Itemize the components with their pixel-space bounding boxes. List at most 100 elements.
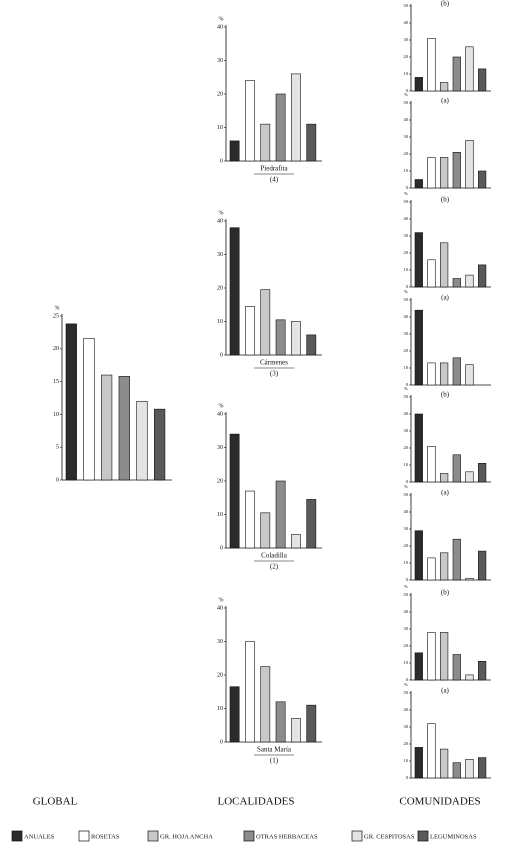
y-tick-label: 40 <box>404 609 409 614</box>
bar <box>83 338 95 481</box>
bar <box>452 152 461 189</box>
legend-swatch <box>147 830 159 842</box>
y-tick-label: 30 <box>404 428 409 433</box>
bar <box>260 123 271 162</box>
y-tick-label: 40 <box>217 605 223 611</box>
bar <box>427 632 436 681</box>
bar <box>478 264 487 288</box>
y-tick-label: 30 <box>217 639 223 645</box>
legend-swatch <box>243 830 255 842</box>
y-tick-label: 0 <box>406 775 409 780</box>
y-tick-label: 10 <box>404 758 409 763</box>
y-axis-label: % <box>404 682 408 687</box>
y-tick-label: 30 <box>404 134 409 139</box>
legend-label: ROSETAS <box>91 833 120 840</box>
bar <box>440 362 449 386</box>
legend-swatch <box>417 830 429 842</box>
y-tick-label: 30 <box>217 252 223 258</box>
bar <box>478 757 487 779</box>
bar <box>440 473 449 483</box>
y-tick-label: 20 <box>404 250 409 255</box>
chart-title: Cármenes <box>260 359 288 367</box>
y-tick-label: 20 <box>404 741 409 746</box>
y-tick-label: 20 <box>404 348 409 353</box>
y-tick-label: 40 <box>404 20 409 25</box>
bar <box>427 445 436 483</box>
bar <box>291 73 301 162</box>
y-tick-label: 10 <box>404 660 409 665</box>
y-tick-label: 0 <box>406 479 409 484</box>
bar <box>245 306 255 356</box>
y-tick-label: 10 <box>404 71 409 76</box>
bar <box>465 46 474 92</box>
chart-title: (a) <box>441 489 449 497</box>
y-axis-label: % <box>404 92 408 97</box>
bar <box>414 309 423 386</box>
y-tick-label: 0 <box>406 577 409 582</box>
y-tick-label: 10 <box>217 319 223 325</box>
bar <box>452 56 461 92</box>
legend-label: OTRAS HERBACEAS <box>256 833 318 840</box>
y-tick-label: 20 <box>404 54 409 59</box>
y-tick-label: 20 <box>404 543 409 548</box>
y-tick-label: 40 <box>217 218 223 224</box>
bar <box>414 232 423 288</box>
y-tick-label: 10 <box>217 125 223 131</box>
bar <box>291 321 301 356</box>
bar <box>245 80 255 162</box>
bar <box>229 433 240 549</box>
bar <box>414 530 423 581</box>
y-tick-label: 10 <box>404 365 409 370</box>
bar <box>427 557 436 581</box>
legend-swatch <box>78 830 90 842</box>
y-tick-label: 40 <box>404 411 409 416</box>
bar <box>245 490 255 549</box>
bar <box>275 319 286 356</box>
chart-subtitle: (2) <box>270 563 279 571</box>
bar <box>478 462 487 483</box>
legend-label: ANUALES <box>24 833 55 840</box>
y-tick-label: 50 <box>404 690 409 695</box>
y-tick-label: 30 <box>404 724 409 729</box>
y-tick-label: 0 <box>220 158 223 164</box>
chart-title: Coladilla <box>261 552 288 560</box>
bar <box>154 408 166 481</box>
legend-label: GR. CESPITOSAS <box>364 833 415 840</box>
bar <box>478 550 487 581</box>
bar <box>465 140 474 189</box>
y-tick-label: 0 <box>220 739 223 745</box>
y-tick-label: 10 <box>217 706 223 712</box>
y-tick-label: 10 <box>404 560 409 565</box>
y-tick-label: 40 <box>217 24 223 30</box>
y-tick-label: 0 <box>406 284 409 289</box>
y-axis-label: % <box>219 210 224 216</box>
y-tick-label: 30 <box>404 526 409 531</box>
y-tick-label: 20 <box>217 285 223 291</box>
chart-title: (a) <box>441 294 449 302</box>
y-tick-label: 15 <box>53 379 59 385</box>
bar <box>440 82 449 92</box>
y-tick-label: 30 <box>404 233 409 238</box>
bar <box>427 157 436 189</box>
bar <box>452 357 461 386</box>
chart-subtitle: (4) <box>270 176 279 184</box>
chart-title: (a) <box>441 97 449 105</box>
y-tick-label: 10 <box>404 168 409 173</box>
bar <box>440 552 449 581</box>
y-tick-label: 0 <box>406 185 409 190</box>
y-tick-label: 20 <box>404 151 409 156</box>
bar <box>306 334 317 356</box>
chart-title: (a) <box>441 687 449 695</box>
bar <box>65 323 77 481</box>
chart-title: (b) <box>441 589 450 597</box>
chart-title: Piedrafita <box>260 165 288 173</box>
y-tick-label: 40 <box>404 216 409 221</box>
section-title: COMUNIDADES <box>399 796 480 808</box>
bar <box>229 227 240 356</box>
bar <box>414 652 423 681</box>
y-tick-label: 0 <box>220 545 223 551</box>
chart-subtitle: (3) <box>270 370 279 378</box>
y-tick-label: 30 <box>404 626 409 631</box>
y-tick-label: 30 <box>404 37 409 42</box>
